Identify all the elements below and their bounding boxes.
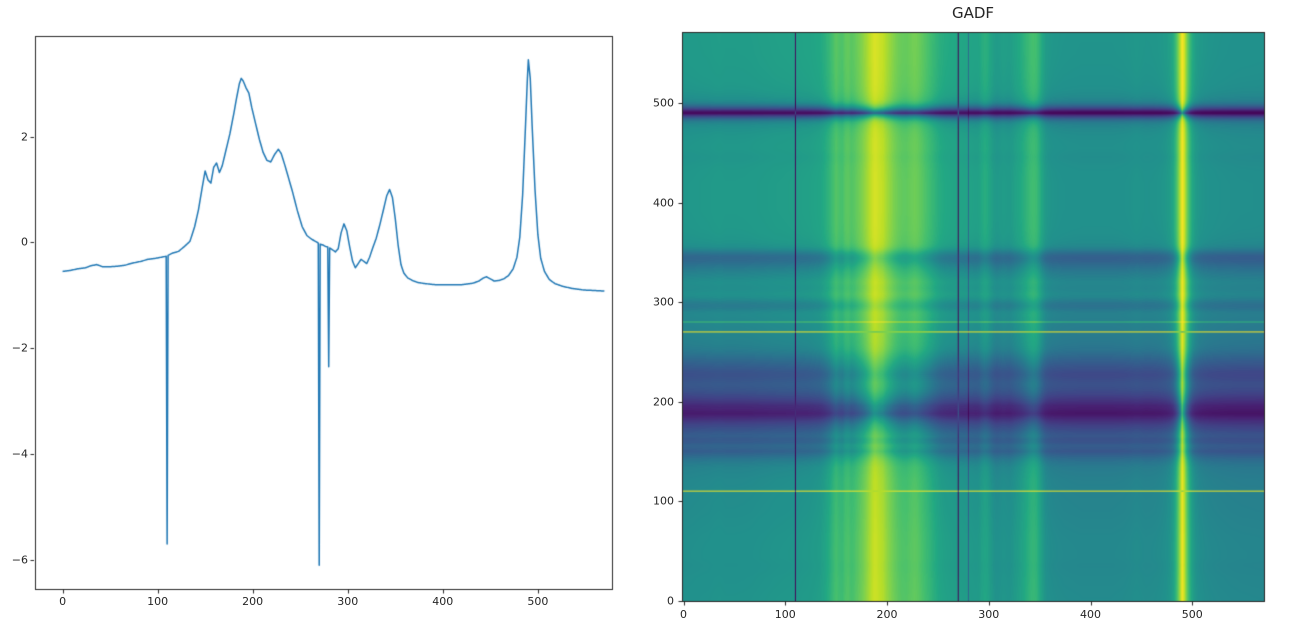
- gadf-y-tick-label: 300: [653, 295, 674, 309]
- gadf-x-tick-label: 0: [680, 608, 687, 621]
- gadf-x-tick-label: 500: [1181, 608, 1203, 621]
- gadf-x-tick-label: 200: [876, 608, 898, 621]
- line-x-tick-label: 0: [59, 595, 67, 608]
- gadf-y-tick-label: 500: [653, 96, 674, 110]
- gadf-chart-title: GADF: [951, 4, 995, 22]
- line-x-tick-label: 200: [242, 595, 264, 608]
- line-y-tick-label: 2: [21, 130, 28, 144]
- line-x-tick-label: 500: [527, 595, 549, 608]
- line-x-tick-label: 100: [147, 595, 169, 608]
- gadf-x-tick-label: 100: [774, 608, 796, 621]
- gadf-x-tick-label: 400: [1080, 608, 1101, 621]
- signal-line-chart-canvas: [0, 0, 640, 643]
- gadf-y-tick-label: 200: [653, 395, 674, 409]
- line-y-tick-label: −6: [11, 553, 28, 567]
- gadf-heatmap-canvas: [640, 0, 1291, 643]
- gadf-y-tick-label: 0: [667, 594, 674, 607]
- line-y-tick-label: −2: [11, 341, 28, 355]
- line-x-tick-label: 300: [337, 595, 359, 608]
- gadf-y-tick-label: 100: [653, 494, 674, 508]
- line-y-tick-label: 0: [21, 235, 28, 249]
- gadf-y-tick-label: 400: [653, 196, 674, 210]
- line-y-tick-label: −4: [11, 447, 28, 461]
- line-x-tick-label: 400: [432, 595, 454, 608]
- gadf-x-tick-label: 300: [978, 608, 1000, 621]
